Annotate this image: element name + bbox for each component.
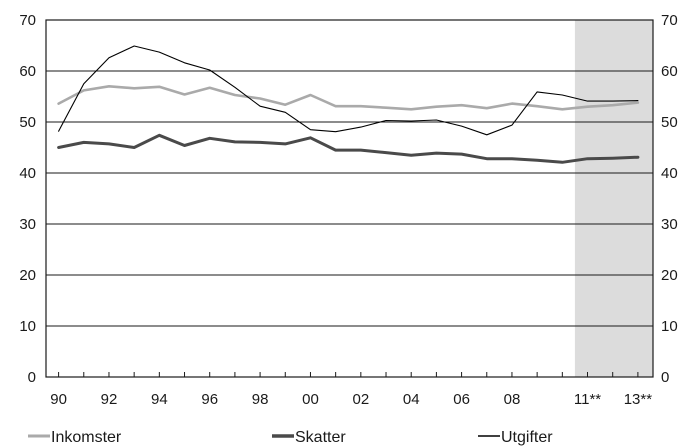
y-tick-label-left: 70 (19, 12, 36, 29)
x-tick-label: 94 (151, 391, 168, 408)
y-tick-label-right: 70 (661, 12, 678, 29)
x-tick-label: 90 (50, 391, 67, 408)
y-tick-label-right: 60 (661, 63, 678, 80)
series-line-skatter (57, 133, 640, 164)
series-line-utgifter (58, 45, 639, 136)
x-tick-label: 08 (504, 391, 521, 408)
gridlines (46, 70, 653, 327)
y-tick-label-left: 40 (19, 165, 36, 182)
series-line-inkomster (57, 85, 640, 111)
series-lines (57, 45, 640, 164)
forecast-shading (574, 20, 653, 377)
x-tick-label: 98 (252, 391, 269, 408)
x-tick-label: 92 (101, 391, 118, 408)
y-tick-label-right: 10 (661, 318, 678, 335)
legend-label-utgifter: Utgifter (501, 429, 553, 446)
y-tick-label-right: 20 (661, 267, 678, 284)
x-tick-label: 06 (453, 391, 470, 408)
y-tick-label-left: 50 (19, 114, 36, 131)
x-tick-label: 00 (302, 391, 319, 408)
y-axis-right: 0 10 20 30 40 50 60 70 (661, 12, 678, 386)
plot-frame (45, 19, 654, 378)
x-tick-label: 04 (403, 391, 420, 408)
y-tick-label-left: 30 (19, 216, 36, 233)
y-axis-left: 0 10 20 30 40 50 60 70 (19, 12, 36, 386)
x-axis: 90 92 94 96 98 00 02 04 06 08 11** 13** (50, 372, 652, 408)
x-tick-label: 13** (624, 391, 653, 408)
legend: Inkomster Skatter Utgifter (28, 429, 553, 446)
legend-label-inkomster: Inkomster (51, 429, 122, 446)
x-tick-label: 96 (201, 391, 218, 408)
y-tick-label-left: 0 (28, 369, 36, 386)
y-tick-label-right: 40 (661, 165, 678, 182)
y-tick-label-left: 60 (19, 63, 36, 80)
y-tick-label-right: 0 (661, 369, 669, 386)
x-tick-label: 11** (574, 391, 601, 408)
y-tick-label-left: 20 (19, 267, 36, 284)
y-tick-label-right: 30 (661, 216, 678, 233)
x-tick-label: 02 (352, 391, 369, 408)
y-tick-label-left: 10 (19, 318, 36, 335)
legend-label-skatter: Skatter (295, 429, 346, 446)
plot-background (46, 20, 653, 377)
y-tick-label-right: 50 (661, 114, 678, 131)
